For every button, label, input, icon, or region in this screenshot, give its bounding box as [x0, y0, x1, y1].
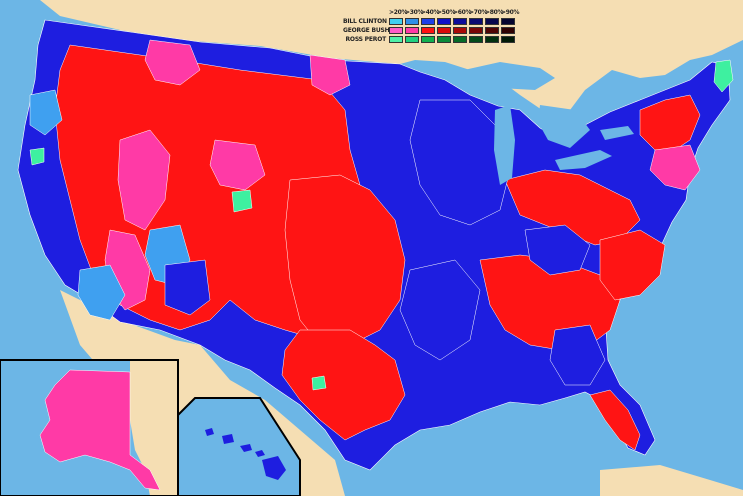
bush-light-northeast [649, 144, 701, 191]
legend-swatch [469, 18, 483, 25]
clinton-appalachia [524, 224, 591, 276]
clinton-new-mexico [164, 259, 211, 316]
legend-swatch [469, 27, 483, 34]
legend-swatch [485, 27, 499, 34]
perot-california [29, 147, 45, 166]
lake-erie [555, 150, 612, 170]
bush-light-dakota [309, 54, 351, 96]
legend-swatch [501, 27, 515, 34]
legend-candidate-name: GEORGE BUSH [343, 27, 390, 34]
legend-swatch [405, 18, 419, 25]
clinton-georgia [549, 324, 606, 386]
perot-maine [713, 59, 734, 93]
perot-nevada [231, 189, 253, 213]
bush-light-wyoming [209, 139, 266, 191]
legend-swatch [405, 27, 419, 34]
legend-swatch [405, 36, 419, 43]
alaska-canada-land [130, 360, 178, 496]
legend-candidate-name: BILL CLINTON [343, 18, 387, 25]
map-legend: >20% >30% >40% >50% >60% >70% >80% >90% … [343, 9, 538, 45]
legend-swatch [421, 18, 435, 25]
legend-swatch [501, 18, 515, 25]
threshold-label: >60% [453, 9, 472, 16]
bush-texas [281, 329, 406, 441]
legend-swatch [421, 36, 435, 43]
bush-northeast [639, 94, 701, 151]
legend-swatch [453, 27, 467, 34]
bush-light-montana [144, 39, 201, 86]
bush-midwest-east [504, 169, 641, 246]
bush-florida [589, 389, 641, 451]
legend-swatch [437, 36, 451, 43]
legend-swatch [437, 18, 451, 25]
legend-swatch [485, 36, 499, 43]
threshold-label: >70% [469, 9, 488, 16]
legend-swatch [421, 27, 435, 34]
legend-swatch [485, 18, 499, 25]
legend-swatch [453, 36, 467, 43]
legend-row-clinton: BILL CLINTON [343, 17, 517, 26]
legend-swatch [453, 18, 467, 25]
bush-plains [284, 174, 406, 346]
lake-michigan [494, 105, 515, 185]
threshold-label: >20% [389, 9, 408, 16]
legend-row-perot: ROSS PEROT [343, 35, 517, 44]
clinton-mississippi [399, 259, 481, 361]
threshold-label: >30% [405, 9, 424, 16]
threshold-label: >40% [421, 9, 440, 16]
legend-row-bush: GEORGE BUSH [343, 26, 517, 35]
threshold-label: >50% [437, 9, 456, 16]
legend-swatch [437, 27, 451, 34]
legend-swatch [389, 36, 403, 43]
canada-land [40, 0, 743, 112]
legend-swatch [389, 18, 403, 25]
clinton-light-oregon [29, 89, 63, 136]
legend-swatch [469, 36, 483, 43]
clinton-light-arizona [77, 264, 126, 321]
clinton-midwest [409, 99, 511, 226]
hawaii-islands [205, 428, 286, 480]
lake-ontario [600, 126, 634, 140]
legend-swatch [389, 27, 403, 34]
lake-huron [538, 105, 590, 148]
legend-thresholds: >20% >30% >40% >50% >60% >70% >80% >90% [389, 9, 520, 16]
legend-swatch [501, 36, 515, 43]
cuba-land [600, 465, 743, 496]
bush-atlantic [599, 229, 666, 301]
perot-texas [311, 375, 327, 391]
threshold-label: >90% [501, 9, 520, 16]
threshold-label: >80% [485, 9, 504, 16]
lake-superior [452, 62, 555, 92]
bush-light-idaho [117, 129, 171, 231]
alaska [39, 369, 161, 491]
legend-candidate-name: ROSS PEROT [345, 36, 387, 43]
